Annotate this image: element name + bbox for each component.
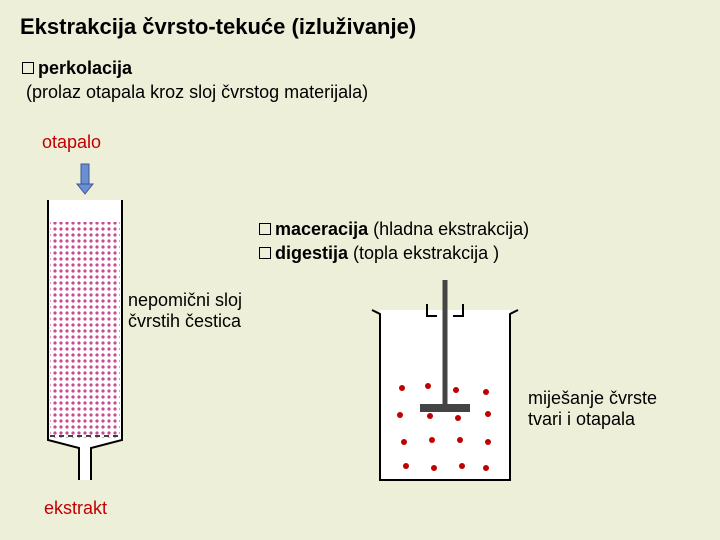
label-nepomicni: nepomični sloj čvrstih čestica [128,290,242,332]
percolation-tube-diagram [40,160,130,495]
label-ekstrakt: ekstrakt [44,498,107,519]
page-title: Ekstrakcija čvrsto-tekuće (izluživanje) [20,14,416,40]
label-otapalo: otapalo [42,132,101,153]
bullet-digestija-label: digestija (topla ekstrakcija ) [275,243,499,264]
bullet-box-icon [259,223,271,235]
bullet-maceracija-label: maceracija (hladna ekstrakcija) [275,219,529,240]
bullet-maceracija: maceracija (hladna ekstrakcija) [259,219,529,240]
bullet-perkolacija-label: perkolacija [38,58,132,79]
label-mijesanje: miješanje čvrste tvari i otapala [528,388,657,430]
bullet-box-icon [22,62,34,74]
bullet-box-icon [259,247,271,259]
bullet-digestija: digestija (topla ekstrakcija ) [259,243,499,264]
bullet-perkolacija: perkolacija [22,58,132,79]
beaker-stirrer-diagram [370,280,520,495]
perkolacija-subtext: (prolaz otapala kroz sloj čvrstog materi… [26,82,368,103]
